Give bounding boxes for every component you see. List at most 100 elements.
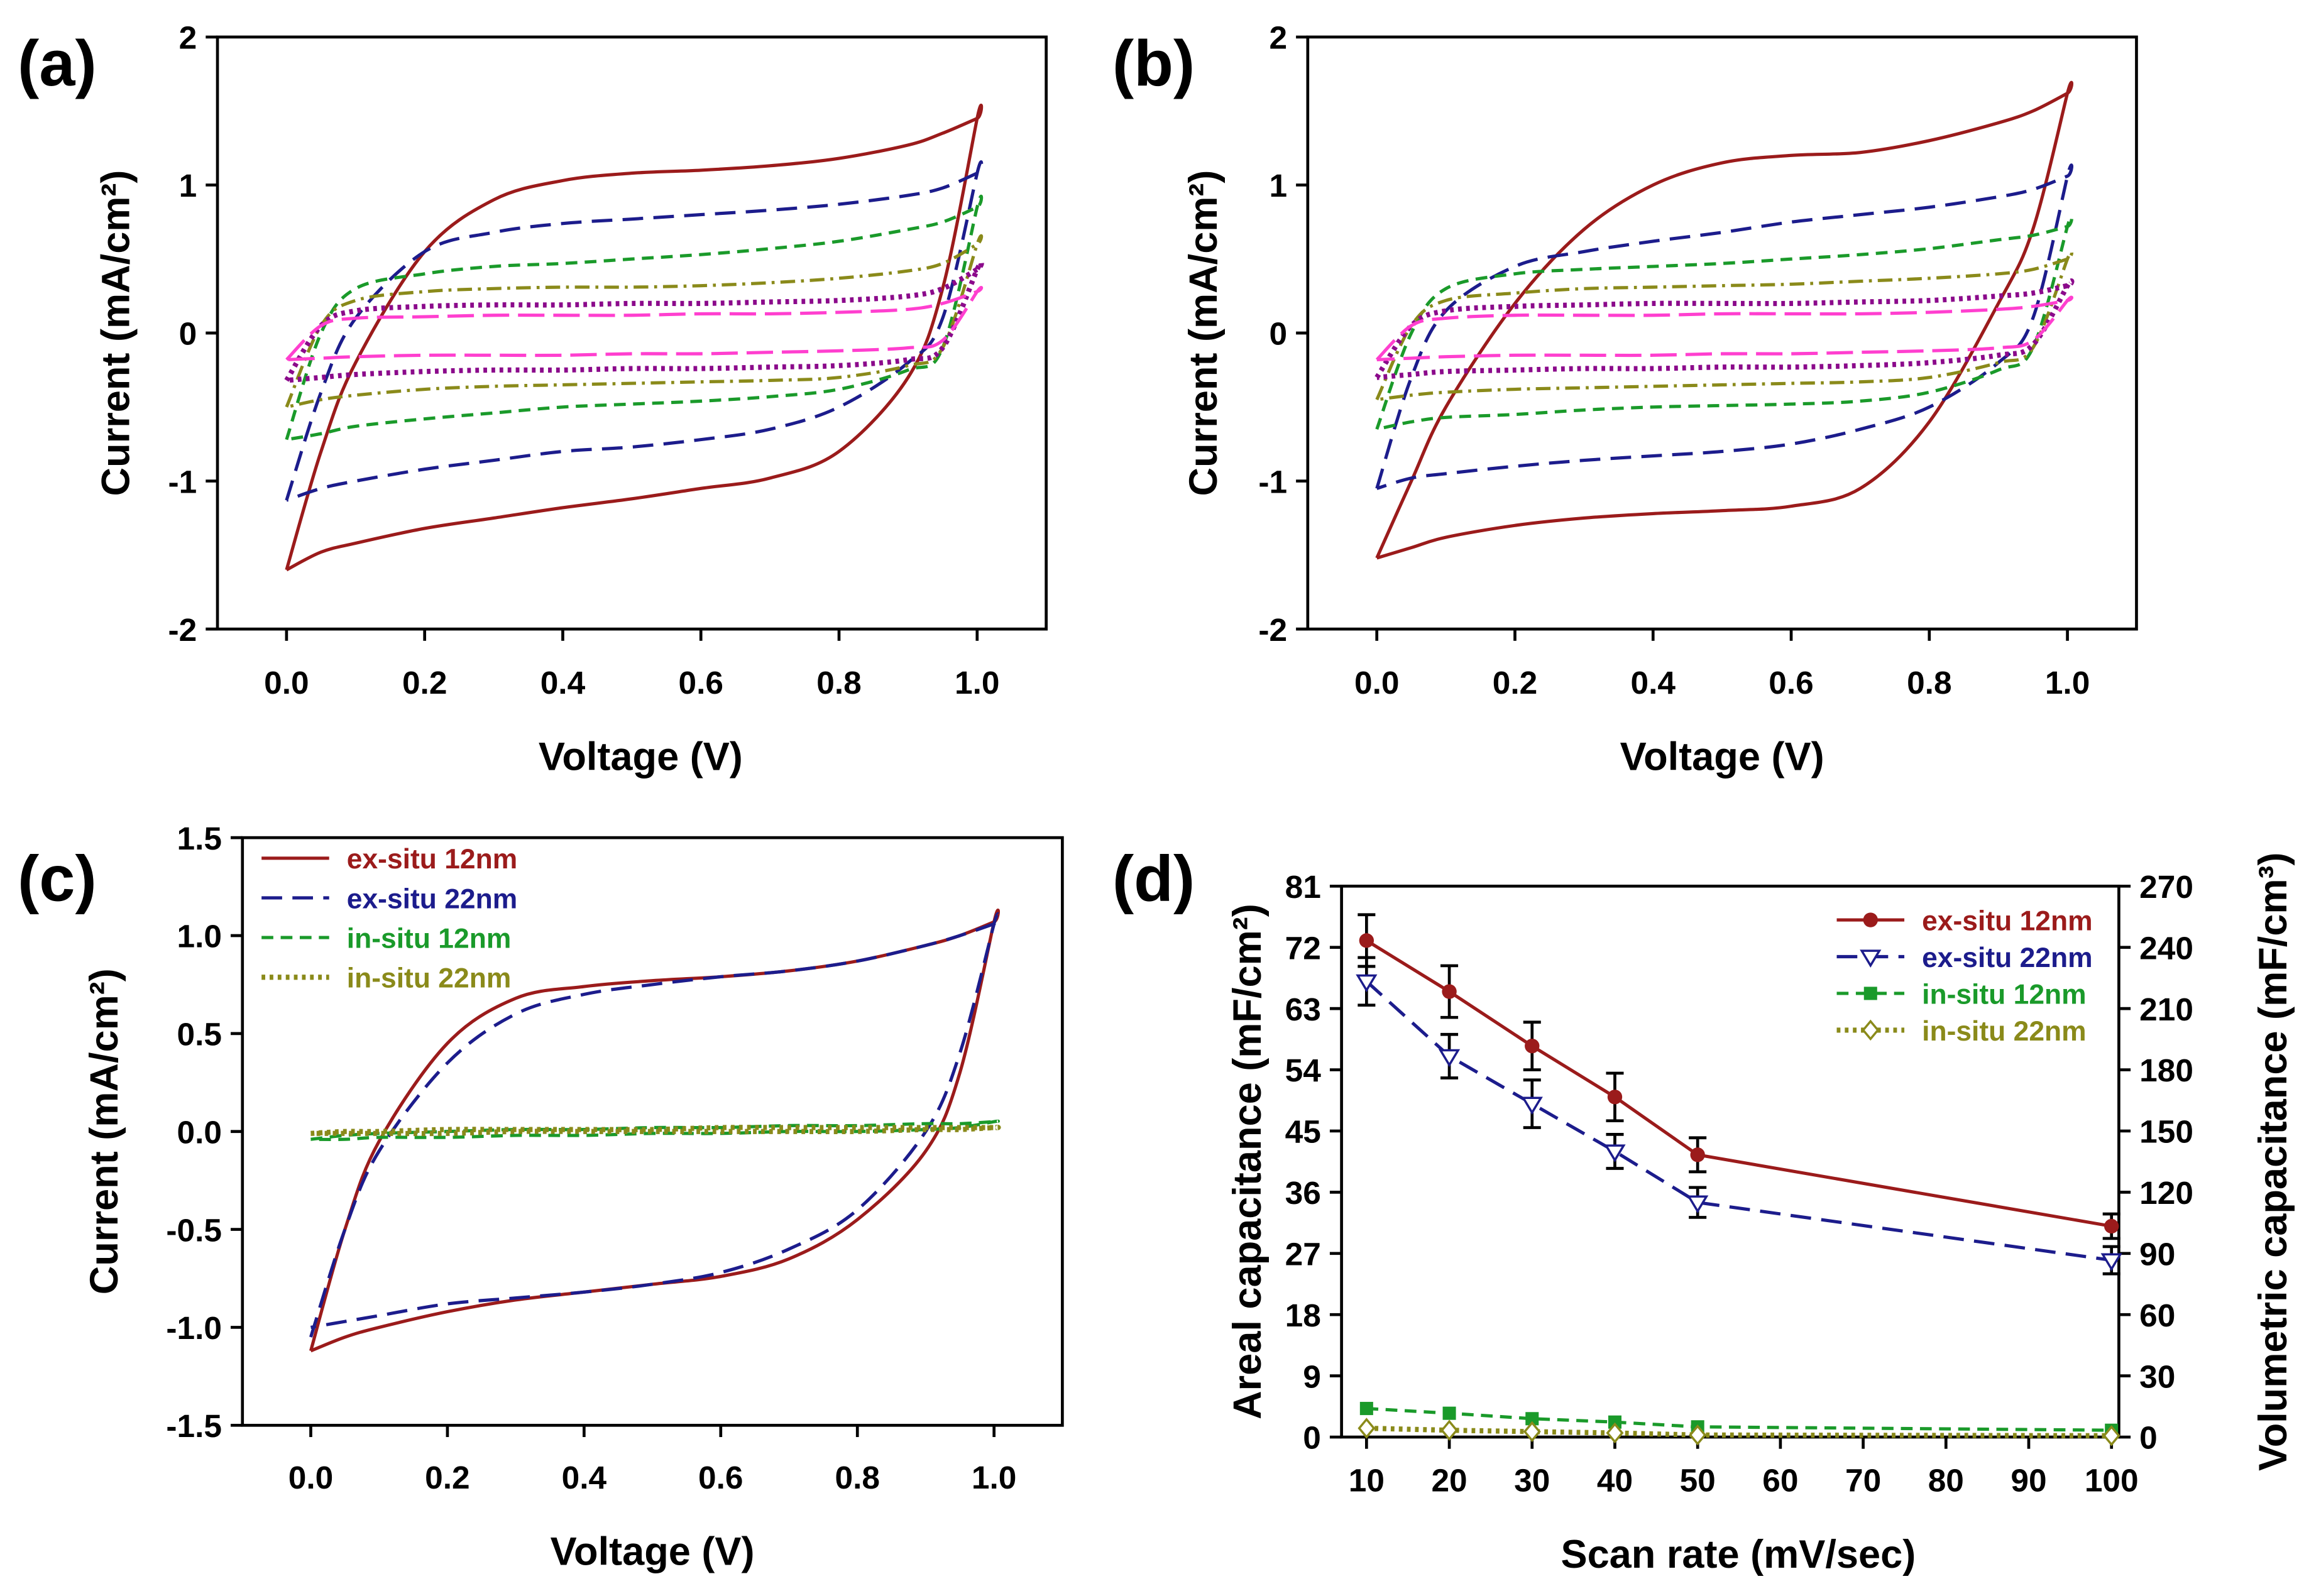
cv-curve-1 <box>1375 163 2074 490</box>
cv-curve-5 <box>285 285 984 361</box>
x-tick-label: 30 <box>1514 1462 1550 1499</box>
x-tick-label: 0.8 <box>816 664 861 701</box>
legend-label: in-situ 22nm <box>1922 1016 2087 1047</box>
y-right-tick-label: 210 <box>2139 991 2193 1027</box>
cv-curve-2 <box>285 194 984 442</box>
y-tick-label: 36 <box>1285 1174 1321 1211</box>
marker-diamond <box>1689 1424 1707 1446</box>
y-right-axis-label: Volumetric capacitance (mF/cm³) <box>2251 852 2295 1470</box>
marker-diamond <box>1440 1419 1459 1441</box>
y-axis-label: Current (mA/cm²) <box>82 968 126 1294</box>
legend-label: in-situ 22nm <box>347 963 512 994</box>
y-tick-label: 81 <box>1285 868 1321 905</box>
y-tick-label: 2 <box>179 19 197 56</box>
legend-label: ex-situ 12nm <box>1922 905 2092 936</box>
y-tick-label: -1.5 <box>166 1407 222 1444</box>
marker-diamond <box>1523 1421 1541 1443</box>
y-right-tick-label: 120 <box>2139 1174 2193 1211</box>
y-tick-label: -1 <box>1258 463 1287 500</box>
x-tick-label: 60 <box>1762 1462 1798 1499</box>
y-tick-label: -2 <box>168 611 197 648</box>
y-tick-label: 0.5 <box>177 1016 222 1052</box>
y-tick-label: 72 <box>1285 929 1321 966</box>
cv-curve-0 <box>1375 80 2073 560</box>
x-tick-label: 50 <box>1680 1462 1716 1499</box>
x-tick-label: 0.8 <box>1907 664 1951 701</box>
marker-circle <box>2104 1218 2119 1234</box>
x-tick-label: 20 <box>1431 1462 1467 1499</box>
marker-square <box>1863 987 1877 1000</box>
y-tick-label: -1.0 <box>166 1309 222 1346</box>
marker-triangle <box>1356 974 1378 993</box>
marker-triangle <box>1438 1049 1461 1068</box>
marker-triangle <box>1687 1195 1709 1214</box>
marker-circle <box>1607 1090 1623 1105</box>
y-right-tick-label: 60 <box>2139 1297 2175 1333</box>
x-tick-label: 0.4 <box>1631 664 1676 701</box>
x-tick-label: 70 <box>1845 1462 1881 1499</box>
x-tick-label: 10 <box>1349 1462 1385 1499</box>
x-axis-label: Voltage (V) <box>539 735 743 779</box>
panel-c: (c) 0.0 0.2 0.4 0.6 0.8 1.0 -1.5 -1.0 -0.5 0.0 0.5 1… <box>18 820 1064 1573</box>
y-tick-label: 63 <box>1285 991 1321 1027</box>
y-tick-label: 9 <box>1303 1358 1321 1394</box>
series-line-2 <box>1366 1407 2112 1432</box>
y-tick-label: 27 <box>1285 1235 1321 1272</box>
y-right-tick-label: 150 <box>2139 1113 2193 1150</box>
cv-curve-3 <box>310 1125 1001 1137</box>
x-tick-label: 0.0 <box>264 664 309 701</box>
y-tick-label: 1.0 <box>177 918 222 954</box>
y-tick-label: -2 <box>1258 611 1287 648</box>
cv-curve-3 <box>285 234 984 409</box>
marker-circle <box>1690 1147 1705 1162</box>
marker-triangle <box>1521 1096 1543 1115</box>
cv-curve-4 <box>1374 278 2075 380</box>
x-tick-label: 100 <box>2085 1462 2139 1499</box>
y-right-tick-label: 0 <box>2139 1419 2158 1456</box>
panel-d: (d)10 20 30 40 50 60 70 80 90 1000918273645546372… <box>1112 843 2295 1577</box>
x-axis-label: Voltage (V) <box>551 1529 755 1573</box>
series-line-0 <box>1366 939 2112 1228</box>
x-tick-label: 90 <box>2011 1462 2046 1499</box>
y-axis-label: Current (mA/cm²) <box>94 170 138 496</box>
x-tick-label: 0.2 <box>425 1459 469 1495</box>
cv-curve-2 <box>310 1119 1001 1141</box>
panel-label: (b) <box>1112 27 1195 99</box>
y-axis-label: Areal capacitance (mF/cm²) <box>1226 904 1270 1419</box>
y-tick-label: 0 <box>1269 315 1287 352</box>
panel-a: (a) 0.0 0.2 0.4 0.6 0.8 1.0 -2 -1 0 1 2 Voltage (V) C… <box>18 19 1048 779</box>
x-tick-label: 1.0 <box>955 664 999 701</box>
y-tick-label: 0 <box>179 315 197 352</box>
x-tick-label: 0.2 <box>402 664 447 701</box>
marker-square <box>1608 1415 1621 1429</box>
y-tick-label: 1 <box>179 167 197 204</box>
y-right-tick-label: 240 <box>2139 929 2193 966</box>
y-tick-label: 54 <box>1285 1052 1322 1088</box>
y-right-tick-label: 180 <box>2139 1052 2193 1088</box>
x-tick-label: 1.0 <box>972 1459 1016 1495</box>
x-tick-label: 0.0 <box>288 1459 333 1495</box>
cv-curve-4 <box>284 260 984 383</box>
y-tick-label: 0 <box>1303 1419 1321 1456</box>
marker-circle <box>1863 912 1878 927</box>
series-line-1 <box>1365 980 2112 1262</box>
x-tick-label: 0.0 <box>1354 664 1399 701</box>
y-tick-label: 45 <box>1285 1113 1321 1150</box>
x-tick-label: 40 <box>1597 1462 1633 1499</box>
y-axis-label: Current (mA/cm²) <box>1182 170 1226 496</box>
cv-curve-3 <box>1375 250 2073 402</box>
y-right-tick-label: 90 <box>2139 1235 2175 1272</box>
marker-diamond <box>2102 1425 2120 1446</box>
x-tick-label: 0.2 <box>1493 664 1537 701</box>
y-tick-label: 0.0 <box>177 1113 222 1150</box>
marker-diamond <box>1606 1422 1624 1444</box>
y-tick-label: -0.5 <box>166 1211 222 1248</box>
x-tick-label: 0.6 <box>678 664 723 701</box>
marker-square <box>1442 1406 1456 1420</box>
x-axis-label: Scan rate (mV/sec) <box>1561 1533 1916 1577</box>
legend-label: ex-situ 22nm <box>347 883 517 914</box>
marker-square <box>1359 1402 1373 1416</box>
x-tick-label: 0.4 <box>562 1459 607 1495</box>
x-tick-label: 0.8 <box>835 1459 879 1495</box>
